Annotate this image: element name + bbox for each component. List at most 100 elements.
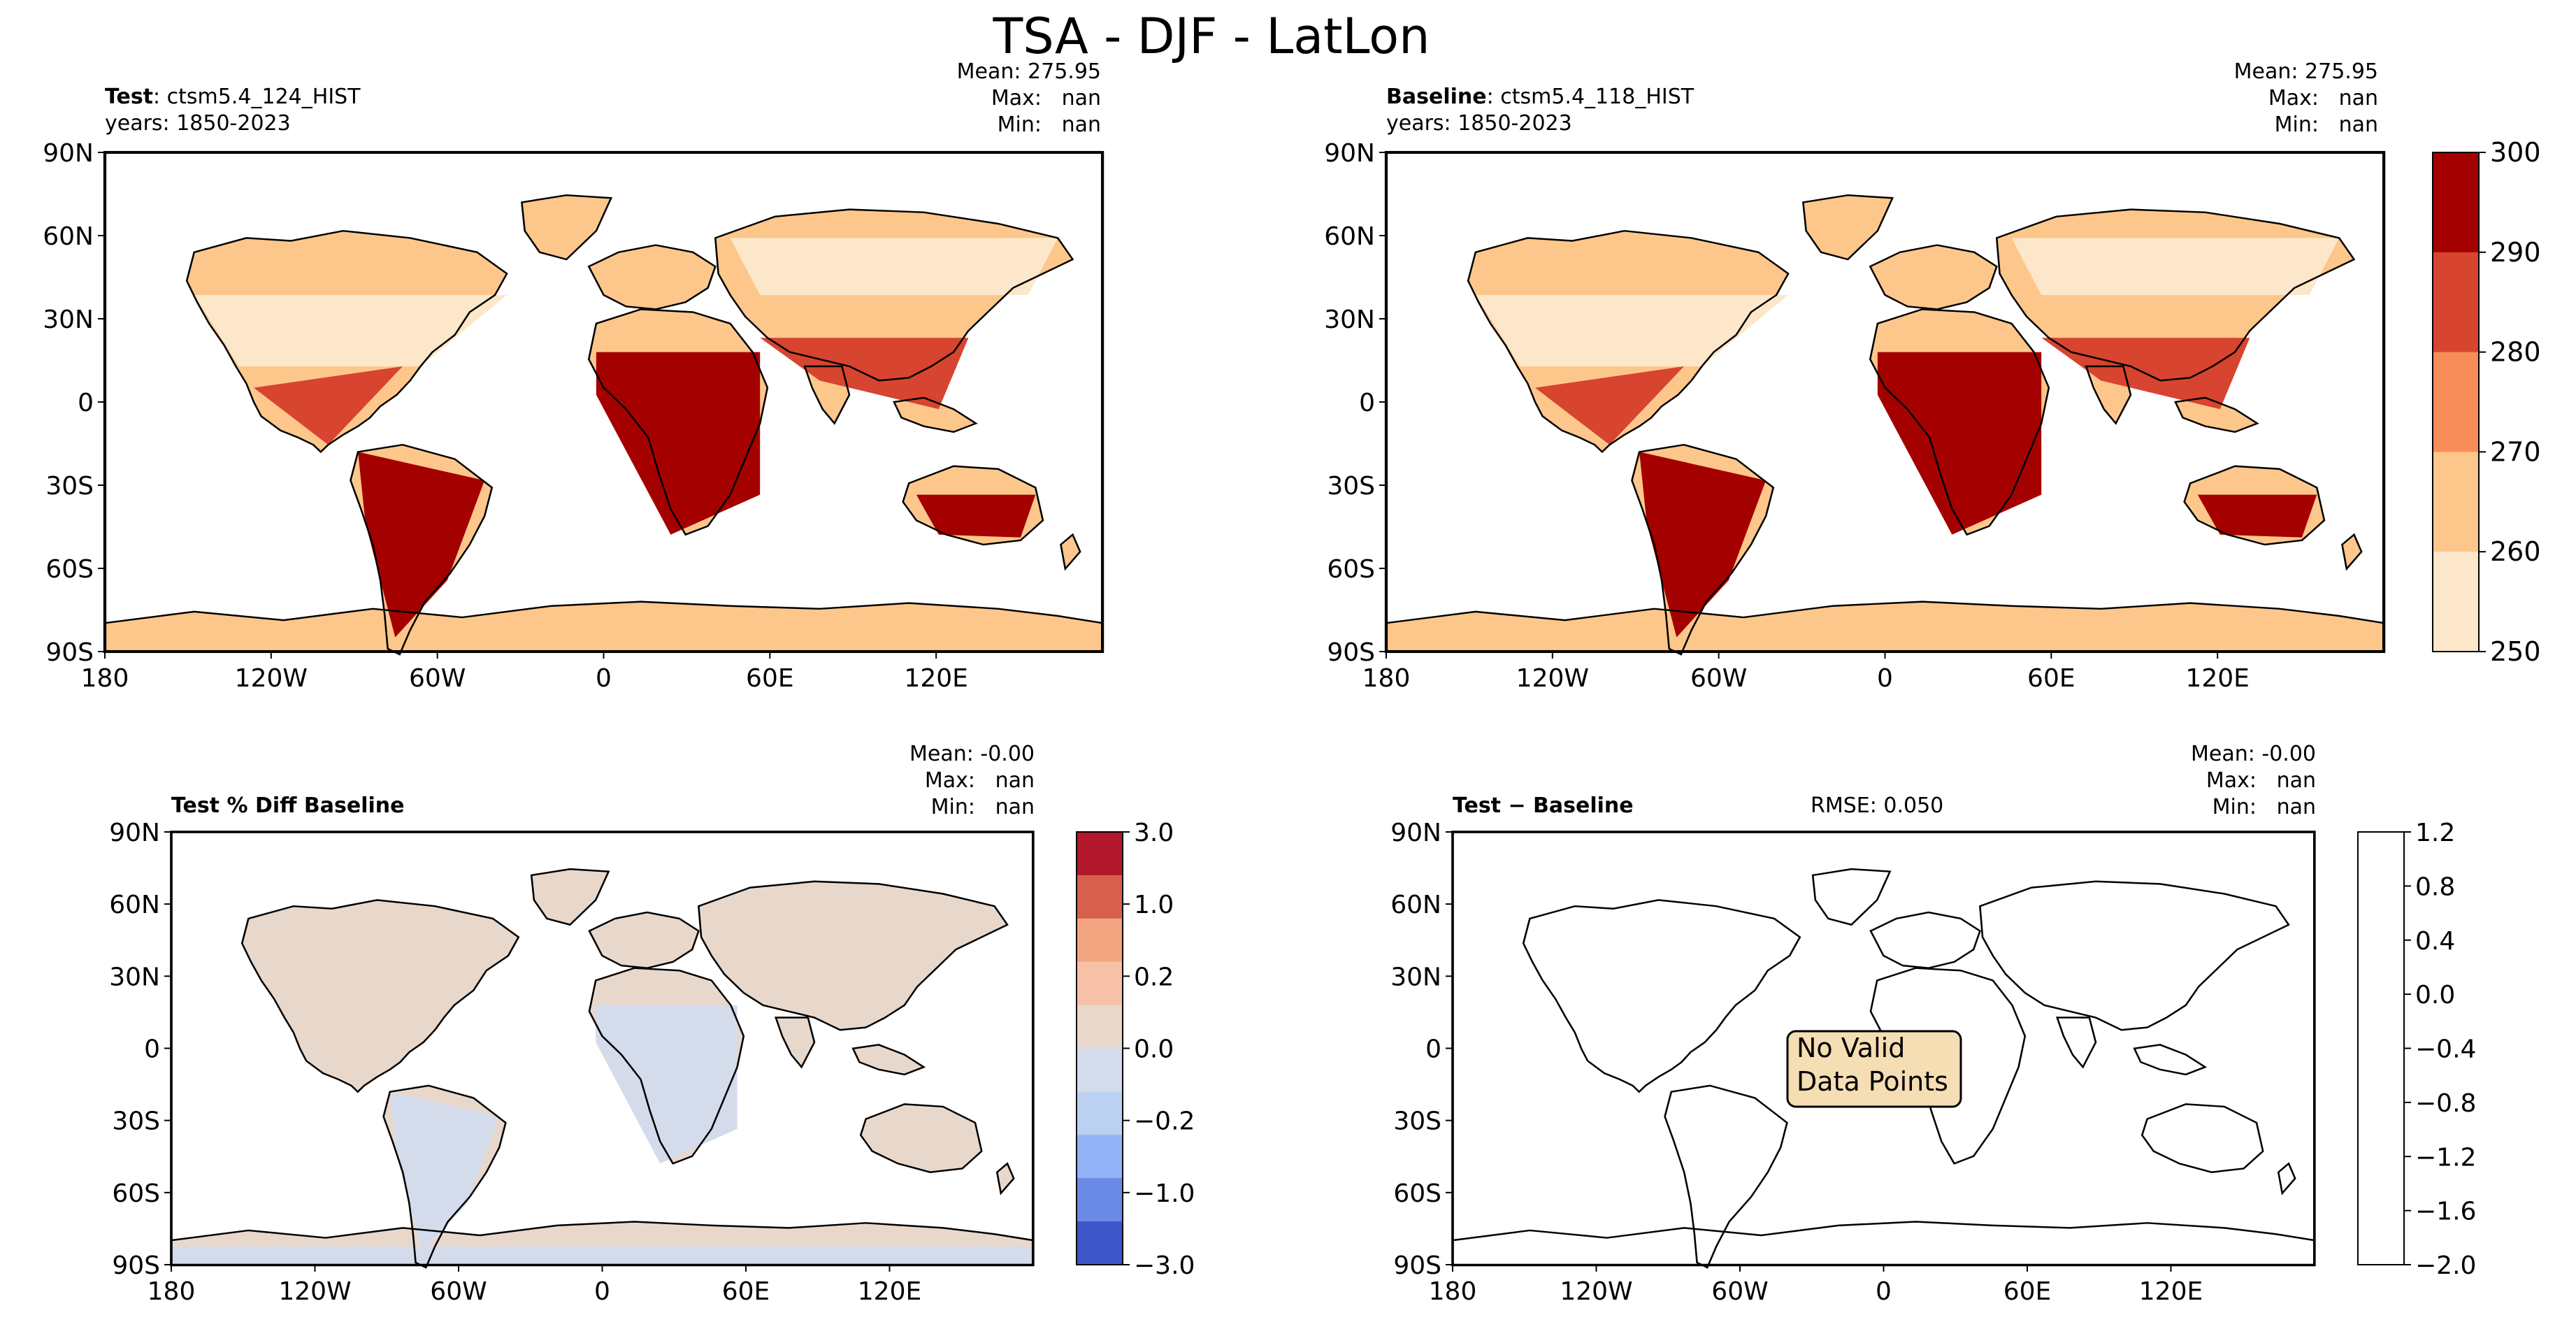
y-tick-label: 90N	[1390, 819, 1441, 847]
y-tick-label: 60S	[112, 1179, 160, 1208]
colorbar-segment	[1077, 1091, 1123, 1135]
y-tick-label: 60S	[1327, 555, 1375, 584]
panel-label-bold: Baseline	[1386, 85, 1487, 109]
colorbar-segment	[2433, 352, 2479, 452]
no-data-annotation: No Valid Data Points	[1786, 1030, 1962, 1108]
colorbar-segment	[1077, 875, 1123, 919]
colorbar-segment	[1077, 961, 1123, 1006]
panel-years: years: 1850-2023	[105, 111, 291, 136]
stat-mean: Mean: 275.95	[2234, 59, 2378, 84]
x-tick-label: 120W	[1516, 664, 1589, 693]
x-tick-label: 180	[147, 1277, 196, 1306]
x-tick-label: 120E	[904, 664, 967, 693]
colorbar-segment	[2433, 252, 2479, 353]
colorbar-segment	[2433, 552, 2479, 652]
colorbar-segment	[1077, 1048, 1123, 1092]
figure-title: TSA - DJF - LatLon	[992, 8, 1430, 65]
y-tick-label: 30S	[45, 472, 94, 501]
panel-label-pct-diff: Test % Diff Baseline	[171, 793, 405, 818]
y-tick-label: 60N	[1390, 891, 1441, 919]
x-tick-label: 0	[1876, 1277, 1892, 1306]
y-tick-label: 90N	[1324, 139, 1375, 168]
colorbar-tick-label: 270	[2490, 436, 2541, 467]
y-tick-label: 90S	[45, 638, 94, 667]
colorbar-tick-label: −3.0	[1134, 1251, 1195, 1280]
colorbar-segment	[1077, 832, 1123, 876]
stat-min: Min: nan	[2212, 795, 2316, 819]
colorbar-tick-label: 290	[2490, 237, 2541, 268]
y-tick-label: 60S	[45, 555, 94, 584]
colorbar-tick-label: −0.2	[1134, 1107, 1195, 1136]
colorbar-tick-label: −1.2	[2415, 1143, 2476, 1172]
panel-years: years: 1850-2023	[1386, 111, 1572, 136]
colorbar-tick-label: 0.8	[2415, 872, 2455, 901]
x-tick-label: 120W	[278, 1277, 351, 1306]
x-tick-label: 60W	[1711, 1277, 1768, 1306]
y-tick-label: 0	[78, 389, 94, 417]
y-tick-label: 0	[1359, 389, 1375, 417]
panel-diff: Test − Baseline RMSE: 0.050 Mean: -0.00 …	[1451, 742, 2316, 1269]
colorbar-tick-label: −2.0	[2415, 1251, 2476, 1280]
y-tick-label: 90N	[43, 139, 94, 168]
x-tick-label: 60E	[2003, 1277, 2052, 1306]
stat-mean: Mean: -0.00	[909, 742, 1035, 766]
panel-label-diff: Test − Baseline	[1453, 793, 1634, 818]
x-tick-label: 180	[1429, 1277, 1477, 1306]
stat-mean: Mean: -0.00	[2191, 742, 2316, 766]
y-tick-label: 30N	[109, 963, 160, 991]
panel-label-test: Test: ctsm5.4_124_HIST	[105, 85, 361, 109]
y-tick-label: 30N	[43, 306, 94, 334]
colorbar-temperature: 300 290 280 270 260 250	[2432, 137, 2541, 667]
colorbar-tick-label: 1.0	[1134, 891, 1174, 919]
y-tick-label: 0	[144, 1035, 160, 1064]
colorbar-tick-label: −1.6	[2415, 1198, 2476, 1226]
colorbar-tick-label: −0.4	[2415, 1035, 2476, 1064]
colorbar-segment	[1077, 1221, 1123, 1265]
axes-pct-diff: 180 120W 60W 0 60E 120E 90N 60N 30N 0 30S 60S 90S	[109, 819, 921, 1306]
y-tick-label: 60N	[1324, 222, 1375, 251]
colorbar-segment	[2433, 152, 2479, 253]
colorbar-segment	[1077, 1135, 1123, 1179]
colorbar-tick-label: −0.8	[2415, 1089, 2476, 1118]
annotation-line-1: No Valid	[1797, 1033, 1905, 1063]
rmse-label: RMSE: 0.050	[1811, 793, 1943, 818]
x-tick-label: 60E	[746, 664, 794, 693]
stat-min: Min: nan	[2275, 113, 2378, 137]
colorbar-tick-label: 3.0	[1134, 819, 1174, 847]
colorbar-tick-label: 250	[2490, 636, 2541, 667]
colorbar-segment	[1077, 1005, 1123, 1049]
panel-label-bold: Test	[105, 85, 153, 109]
y-tick-label: 90S	[112, 1251, 160, 1280]
y-tick-label: 30S	[1327, 472, 1375, 501]
colorbar-diff: 1.2 0.8 0.4 0.0 −0.4 −0.8 −1.2 −1.6 −2.0	[2357, 819, 2476, 1280]
y-tick-label: 30N	[1390, 963, 1441, 991]
stat-max: Max: nan	[2206, 768, 2316, 793]
x-tick-label: 120W	[1560, 1277, 1632, 1306]
colorbar-frame	[2432, 152, 2480, 652]
x-tick-label: 120E	[2139, 1277, 2203, 1306]
colorbar-pct-diff: 3.0 1.0 0.2 0.0 −0.2 −1.0 −3.0	[1076, 819, 1195, 1280]
x-tick-label: 0	[596, 664, 612, 693]
panel-test: Test: ctsm5.4_124_HIST years: 1850-2023 …	[103, 59, 1104, 656]
x-tick-label: 60E	[722, 1277, 770, 1306]
x-tick-label: 180	[1362, 664, 1411, 693]
colorbar-tick-label: 0.4	[2415, 927, 2455, 956]
x-tick-label: 60W	[430, 1277, 487, 1306]
y-tick-label: 0	[1425, 1035, 1441, 1064]
colorbar-segment	[1077, 918, 1123, 963]
x-tick-label: 180	[81, 664, 129, 693]
colorbar-tick-label: 260	[2490, 536, 2541, 567]
panel-pct-diff: Test % Diff Baseline Mean: -0.00 Max: na…	[170, 742, 1035, 1269]
y-tick-label: 60N	[109, 891, 160, 919]
colorbar-tick-label: 0.0	[1134, 1035, 1174, 1064]
panel-baseline: Baseline: ctsm5.4_118_HIST years: 1850-2…	[1384, 59, 2386, 656]
y-tick-label: 90S	[1393, 1251, 1441, 1280]
colorbar-segment	[2433, 452, 2479, 552]
y-tick-label: 90S	[1327, 638, 1375, 667]
stat-max: Max: nan	[2268, 86, 2378, 110]
colorbar-tick-label: 1.2	[2415, 819, 2455, 847]
axes-baseline: 180 120W 60W 0 60E 120E 90N 60N 30N 0 30S 60S 90S	[1324, 139, 2250, 693]
y-tick-label: 30S	[1393, 1107, 1441, 1136]
panel-label-baseline: Baseline: ctsm5.4_118_HIST	[1386, 85, 1694, 109]
